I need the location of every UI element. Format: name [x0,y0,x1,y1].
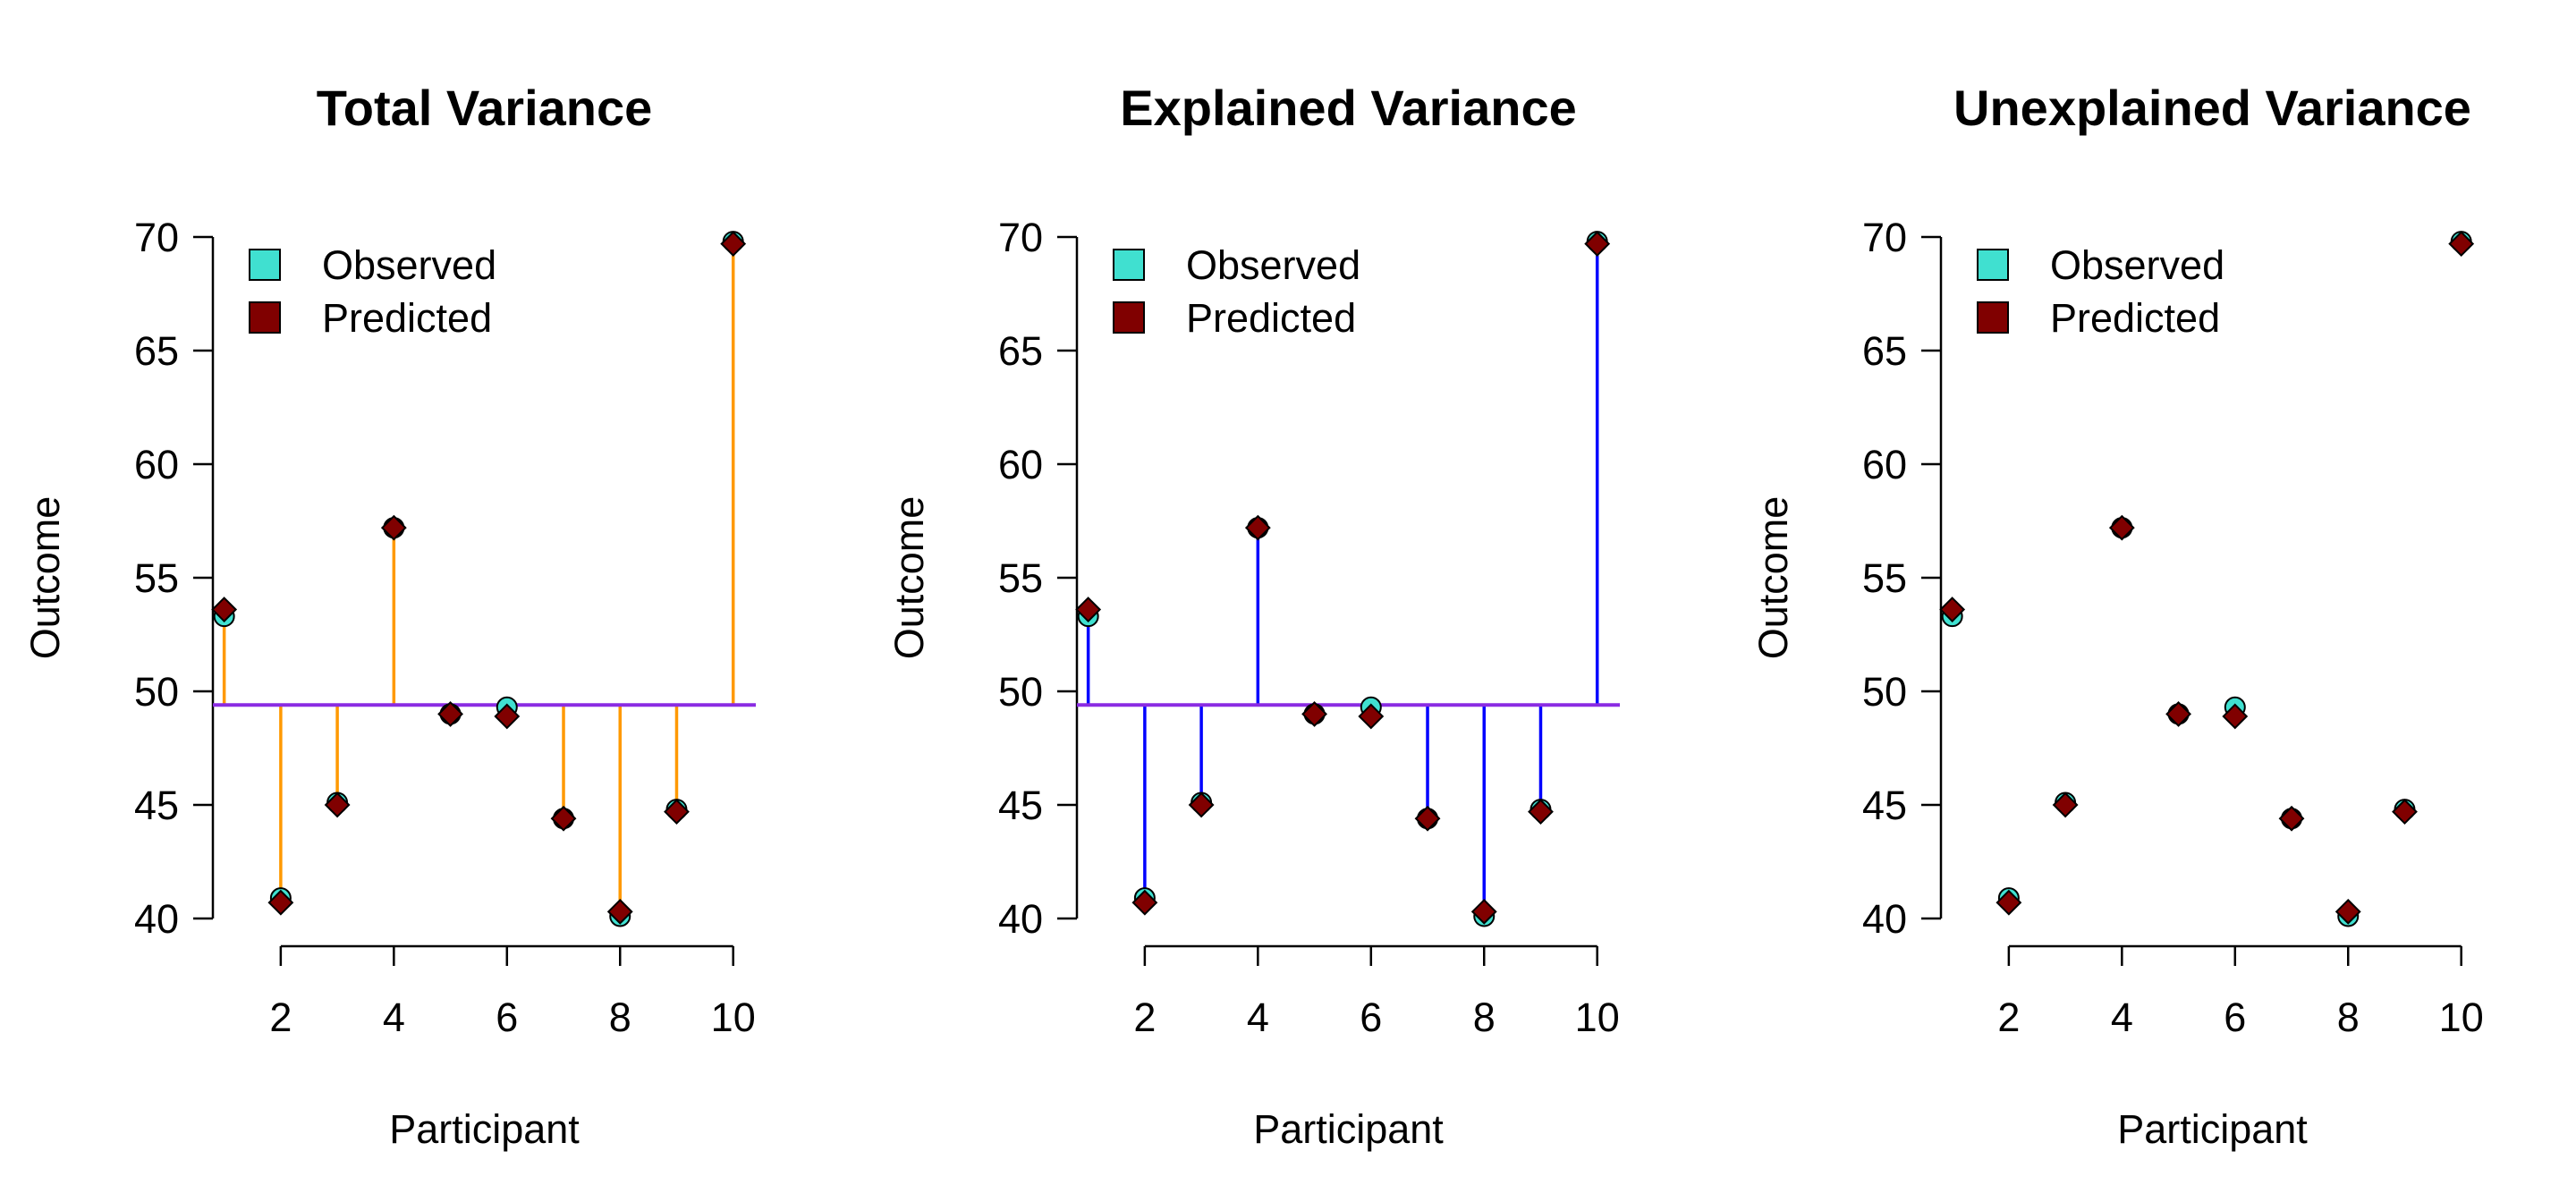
predicted-point [2108,514,2135,541]
predicted-point [1414,805,1441,832]
y-tick-label: 40 [134,896,179,942]
y-axis-label: Outcome [1750,496,1796,660]
x-tick-label: 10 [1575,995,1620,1040]
chart-title: Total Variance [317,80,653,136]
x-tick-label: 8 [609,995,631,1040]
plot-area: 40 45 50 55 60 65 70 2 4 6 8 10 [1862,215,2484,1040]
predicted-point [494,703,521,730]
x-tick-label: 2 [269,995,292,1040]
x-tick-label: 10 [711,995,756,1040]
y-tick-label: 45 [1862,783,1907,828]
predicted-point [606,898,633,925]
predicted-point [211,597,238,622]
legend-label-predicted: Predicted [322,295,492,341]
panel-unexplained-variance: Unexplained Variance Participant Outcome… [1750,80,2484,1152]
predicted-point [380,514,407,541]
chart-title: Unexplained Variance [1953,80,2471,136]
predicted-point [1301,700,1327,727]
legend-swatch-predicted [1113,301,1145,334]
predicted-point [2278,805,2305,832]
y-tick-label: 55 [134,555,179,601]
legend-swatch-predicted [1977,301,2009,334]
y-tick-label: 55 [998,555,1043,601]
y-tick-label: 50 [1862,669,1907,715]
y-tick-label: 65 [998,328,1043,374]
predicted-point [550,805,577,832]
y-tick-label: 50 [134,669,179,715]
predicted-point [1584,231,1611,258]
x-tick-label: 8 [1473,995,1496,1040]
y-tick-label: 45 [134,783,179,828]
y-tick-label: 55 [1862,555,1907,601]
y-tick-label: 65 [1862,328,1907,374]
predicted-point [324,791,351,818]
predicted-point [1939,597,1966,622]
y-tick-label: 60 [134,442,179,487]
predicted-point [267,889,294,916]
x-tick-label: 10 [2439,995,2484,1040]
plot-area: 40 45 50 55 60 65 70 2 4 6 8 10 [134,215,756,1040]
predicted-point [2165,700,2191,727]
predicted-point [2334,898,2361,925]
predicted-point [1131,889,1158,916]
legend-swatch-observed [1977,249,2009,281]
legend-swatch-predicted [249,301,281,334]
y-tick-label: 70 [998,215,1043,260]
predicted-point [1244,514,1271,541]
panel-total-variance: Total Variance Participant Outcome Obser… [22,80,756,1152]
x-tick-label: 4 [1247,995,1269,1040]
y-tick-label: 40 [998,896,1043,942]
predicted-point [720,231,747,258]
legend-swatch-observed [1113,249,1145,281]
x-axis-label: Participant [2117,1106,2308,1152]
predicted-point [1075,597,1102,622]
x-tick-label: 6 [2224,995,2246,1040]
predicted-point [1470,898,1497,925]
predicted-point [2222,703,2249,730]
x-tick-label: 6 [1360,995,1382,1040]
x-tick-label: 6 [496,995,518,1040]
x-tick-label: 4 [383,995,405,1040]
plot-area: 40 45 50 55 60 65 70 2 4 6 8 10 [998,215,1620,1040]
predicted-point [2052,791,2079,818]
y-tick-label: 40 [1862,896,1907,942]
y-axis-label: Outcome [886,496,932,660]
y-axis-label: Outcome [22,496,68,660]
legend-label-predicted: Predicted [1186,295,1356,341]
x-tick-label: 2 [1133,995,1156,1040]
y-tick-label: 70 [134,215,179,260]
y-tick-label: 65 [134,328,179,374]
y-tick-label: 70 [1862,215,1907,260]
predicted-point [1188,791,1215,818]
y-tick-label: 45 [998,783,1043,828]
legend-label-observed: Observed [1186,242,1360,288]
panel-explained-variance: Explained Variance Participant Outcome O… [886,80,1620,1152]
predicted-point [2448,231,2475,258]
predicted-point [1528,799,1554,825]
x-tick-label: 4 [2111,995,2133,1040]
chart-title: Explained Variance [1120,80,1576,136]
x-tick-label: 2 [1997,995,2020,1040]
x-axis-label: Participant [1253,1106,1444,1152]
y-tick-label: 60 [998,442,1043,487]
legend-label-observed: Observed [322,242,496,288]
predicted-point [2392,799,2418,825]
predicted-point [1996,889,2022,916]
y-tick-label: 50 [998,669,1043,715]
predicted-point [664,799,690,825]
x-axis-label: Participant [389,1106,580,1152]
y-tick-label: 60 [1862,442,1907,487]
legend-swatch-observed [249,249,281,281]
x-tick-label: 8 [2337,995,2360,1040]
predicted-point [437,700,463,727]
legend-label-predicted: Predicted [2050,295,2220,341]
legend-label-observed: Observed [2050,242,2224,288]
predicted-point [1358,703,1385,730]
